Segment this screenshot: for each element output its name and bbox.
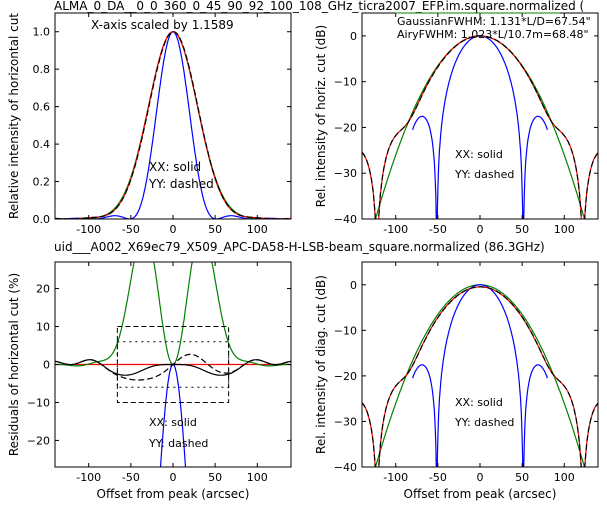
x-tick-label: -50 — [429, 471, 447, 484]
plot-frame — [361, 12, 599, 220]
x-tick-label: -50 — [122, 471, 140, 484]
airy-curve — [412, 284, 548, 467]
y-tick-label: 0 — [43, 359, 50, 372]
xx-residual — [55, 359, 291, 376]
chart-panel-4: -100 -50 0 50 100 0 −10 −20 −30 −40 Rel. intensity… — [314, 261, 599, 501]
y-tick-label: 0.2 — [33, 176, 51, 189]
x-tick-label: 0 — [170, 471, 177, 484]
x-tick-label: 100 — [247, 223, 268, 236]
y-tick-label: 1.0 — [33, 26, 51, 39]
scale-annotation: X-axis scaled by 1.1589 — [91, 18, 234, 32]
y-tick-label: 0.4 — [33, 138, 51, 151]
yy-curve — [362, 35, 598, 219]
y-axis-label: Rel. intensity of diag. cut (dB) — [314, 275, 328, 454]
x-tick-label: 100 — [554, 223, 575, 236]
y-tick-label: −20 — [334, 121, 357, 134]
xx-curve — [362, 286, 598, 467]
yy-legend: YY: dashed — [454, 416, 514, 429]
yy-curve — [362, 286, 598, 467]
y-tick-label: 0 — [350, 30, 357, 43]
y-tick-label: −30 — [334, 167, 357, 180]
yy-legend: YY: dashed — [148, 177, 214, 191]
y-axis-label: Residuals of horizontal cut (%) — [7, 273, 21, 456]
y-tick-label: 0.8 — [33, 63, 51, 76]
limit-box-10 — [116, 326, 230, 403]
y-tick-label: −40 — [334, 461, 357, 474]
y-axis-label: Relative intensity of horizontal cut — [7, 13, 21, 219]
x-tick-label: 100 — [554, 471, 575, 484]
y-axis-label: Rel. intensity of horiz. cut (dB) — [314, 25, 328, 207]
yy-curve — [55, 31, 291, 219]
y-tick-label: −10 — [27, 396, 50, 409]
x-tick-label: 100 — [247, 471, 268, 484]
x-tick-label: -50 — [122, 223, 140, 236]
yy-legend: YY: dashed — [148, 437, 208, 450]
y-tick-label: −30 — [334, 415, 357, 428]
x-tick-label: 50 — [208, 223, 222, 236]
chart-panel-1: -100 -50 0 50 100 0.0 0.2 0.4 0.6 0.8 1.0 Relative … — [7, 12, 292, 236]
xx-legend: XX: solid — [455, 148, 503, 161]
yy-residual — [55, 353, 291, 381]
x-axis-label: Offset from peak (arcsec) — [404, 487, 557, 501]
y-tick-label: 0 — [350, 279, 357, 292]
y-tick-label: −20 — [27, 434, 50, 447]
x-tick-label: -100 — [76, 223, 101, 236]
gaussian-fwhm-label: GaussianFWHM: 1.131*L/D=67.54" — [397, 15, 591, 28]
y-tick-label: −40 — [334, 213, 357, 226]
x-tick-label: 0 — [477, 471, 484, 484]
figure-subtitle: uid___A002_X69ec79_X509_APC-DA58-H-LSB-b… — [54, 240, 545, 254]
xx-curve — [362, 35, 598, 219]
x-tick-label: 50 — [515, 223, 529, 236]
airy-fwhm-label: AiryFWHM: 1.023*L/10.7m=68.48" — [397, 28, 589, 41]
y-tick-label: 0.6 — [33, 101, 51, 114]
y-tick-label: −10 — [334, 76, 357, 89]
x-tick-label: 50 — [515, 471, 529, 484]
x-axis-label: Offset from peak (arcsec) — [97, 487, 250, 501]
plot-frame — [361, 261, 599, 468]
x-tick-label: 0 — [477, 223, 484, 236]
y-tick-label: 20 — [36, 283, 50, 296]
x-tick-label: 50 — [208, 471, 222, 484]
xx-legend: XX: solid — [455, 396, 503, 409]
x-tick-label: -100 — [383, 471, 408, 484]
figure-title: ALMA_0_DA__0_0_360_0_45_90_92_100_108_GH… — [54, 0, 584, 13]
y-tick-label: 0.0 — [33, 213, 51, 226]
chart-panel-2: -100 -50 0 50 100 0 −10 −20 −30 −40 Rel. intensity… — [314, 12, 599, 236]
xx-legend: XX: solid — [149, 416, 197, 429]
limit-box-6 — [116, 341, 230, 388]
x-tick-label: -50 — [429, 223, 447, 236]
y-tick-label: −10 — [334, 324, 357, 337]
xx-legend: XX: solid — [149, 160, 201, 174]
y-tick-label: −20 — [334, 370, 357, 383]
y-tick-label: 10 — [36, 321, 50, 334]
x-tick-label: -100 — [76, 471, 101, 484]
x-tick-label: -100 — [383, 223, 408, 236]
x-tick-label: 0 — [170, 223, 177, 236]
yy-legend: YY: dashed — [454, 168, 514, 181]
